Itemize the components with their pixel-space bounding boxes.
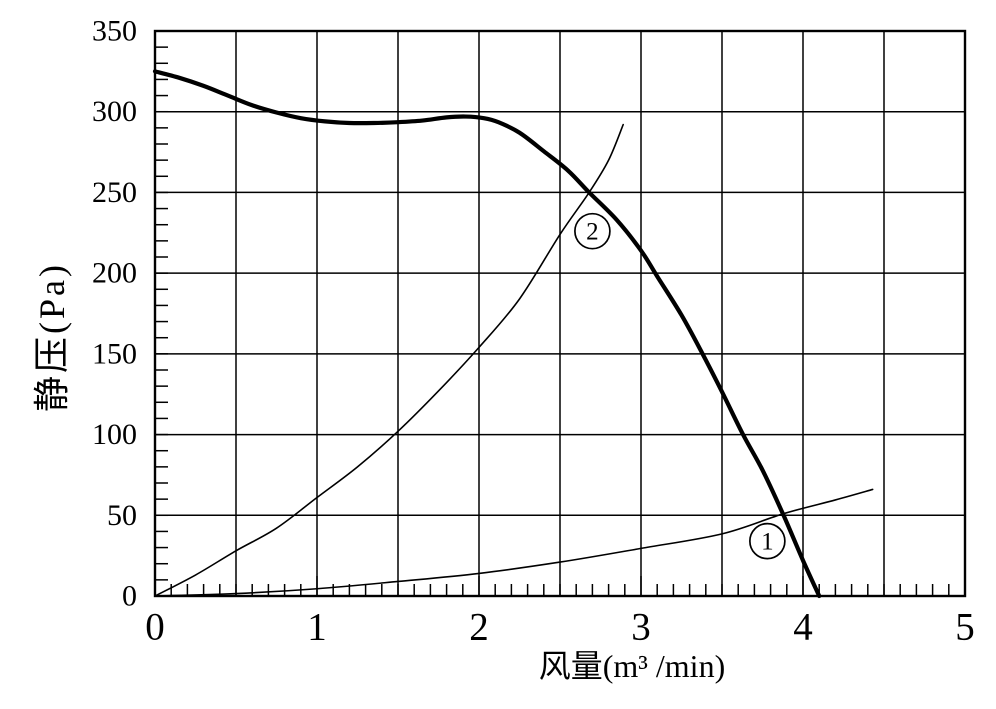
- x-tick-label: 5: [955, 606, 975, 649]
- x-axis-title: 风量(m³ /min): [539, 648, 725, 684]
- x-tick-label: 1: [307, 606, 327, 649]
- x-tick-label: 4: [793, 606, 813, 649]
- y-tick-label: 0: [122, 580, 137, 613]
- y-tick-label: 350: [92, 15, 137, 48]
- annotation-circle-1: [749, 522, 786, 560]
- plot-frame: [153, 29, 967, 598]
- x-tick-label: 0: [145, 606, 165, 649]
- y-axis-title: 静压(Pa): [32, 262, 72, 412]
- annotation-label-2: 2: [586, 219, 599, 246]
- annotation-label-1: 1: [761, 529, 774, 556]
- annotation-circle-2: [574, 212, 611, 250]
- system-resistance-curve-2: [154, 123, 624, 597]
- system-resistance-curve-1: [154, 488, 874, 597]
- y-tick-label: 100: [92, 418, 137, 451]
- y-tick-label: 250: [92, 176, 137, 209]
- y-tick-label: 50: [107, 499, 137, 532]
- x-tick-label: 2: [469, 606, 489, 649]
- y-tick-label: 300: [92, 95, 137, 128]
- y-tick-label: 200: [92, 257, 137, 290]
- x-tick-label: 3: [631, 606, 651, 649]
- y-tick-label: 150: [92, 337, 137, 370]
- fan-static-pressure-curve: [152, 69, 822, 599]
